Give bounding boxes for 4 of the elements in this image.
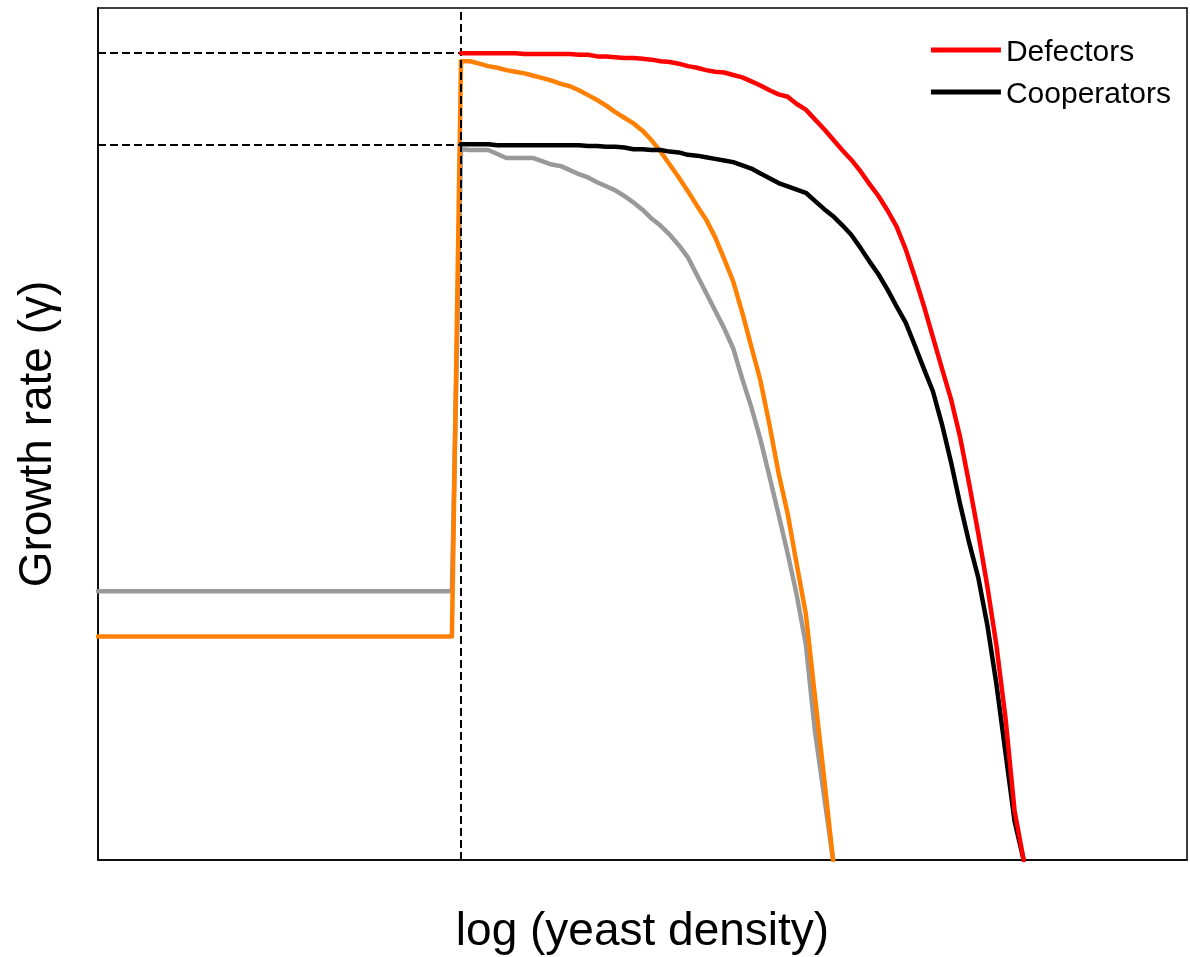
legend-label: Defectors (1005, 33, 1135, 67)
x-axis-title: log (yeast density) (455, 903, 830, 955)
y-axis-title: Growth rate (γ) (9, 280, 61, 588)
legend-label: Cooperators (1005, 75, 1172, 109)
